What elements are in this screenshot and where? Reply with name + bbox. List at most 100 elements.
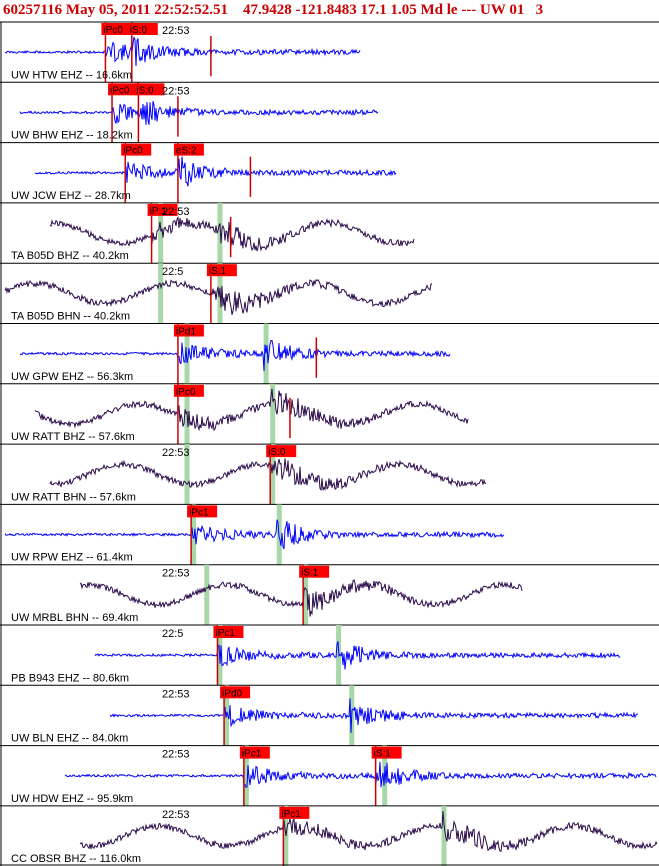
arrival-band [184, 444, 190, 505]
time-label: 22:53 [162, 688, 190, 700]
pick-label: iPc1 [242, 749, 262, 760]
pick-label: iPc0 [103, 25, 123, 36]
time-label: 22:53 [162, 568, 190, 580]
pick-box[interactable] [173, 384, 204, 397]
arrival-band [191, 504, 197, 565]
pick-label: iS:0 [130, 25, 148, 36]
trace-panel: iPc1 22:53 CC OBSR BHZ -- 116.0km [0, 805, 659, 866]
arrival-band [158, 263, 164, 324]
trace-panel: iPc1 iS:1 22:53 UW HDW EHZ -- 95.9km [0, 745, 659, 806]
seismic-trace [4, 519, 505, 550]
time-label: 22:53 [162, 749, 190, 761]
pick-box[interactable] [187, 505, 218, 518]
seismic-trace [34, 388, 469, 432]
arrival-band [217, 202, 223, 264]
station-label: UW BHW EHZ -- 18.2km [11, 130, 133, 142]
pick-label: iPc0 [110, 85, 130, 96]
trace-panel: iS:1 22:5 TA B05D BHN -- 40.2km [0, 262, 659, 324]
pick-box[interactable] [127, 23, 158, 35]
pick-label: iPc1 [215, 628, 235, 639]
pick-box[interactable] [134, 83, 165, 96]
seismic-trace [64, 761, 657, 788]
arrival-band [204, 564, 210, 625]
pick-box[interactable] [108, 83, 139, 96]
trace-panel: iPc0 UW RATT BHZ -- 57.6km [0, 383, 659, 445]
pick-box[interactable] [299, 565, 330, 578]
pick-label: iPc0 [123, 146, 143, 157]
station-label: UW BLN EHZ -- 84.0km [11, 733, 128, 745]
station-label: TA B05D BHZ -- 40.2km [11, 250, 129, 262]
seismic-trace [49, 458, 487, 491]
station-label: PB B943 EHZ -- 80.6km [11, 672, 129, 684]
event-title: 60257116 May 05, 2011 22:52:52.51 [3, 2, 228, 18]
seismic-trace [4, 279, 433, 315]
pick-label: iPc0 [176, 387, 196, 398]
trace-panel: iPd1 UW GPW EHZ -- 56.3km [0, 323, 659, 384]
pick-label: iPc1 [281, 809, 301, 820]
station-label: TA B05D BHN -- 40.2km [11, 311, 130, 323]
pick-label: iS:0 [268, 447, 286, 458]
pick-box[interactable] [147, 203, 178, 216]
station-label: UW MRBL BHN -- 69.4km [11, 612, 138, 624]
trace-panel: iPc0 eS:2 UW JCW EHZ -- 28.7km [0, 142, 659, 203]
seismic-trace [4, 36, 361, 67]
trace-panel: iPc1 UW RPW EHZ -- 61.4km [0, 503, 659, 565]
time-label: 22:5 [162, 266, 183, 278]
station-label: UW RATT BHN -- 57.6km [11, 491, 136, 503]
pick-box[interactable] [173, 143, 204, 156]
station-label: UW RPW EHZ -- 61.4km [11, 552, 133, 564]
pick-box[interactable] [239, 746, 270, 759]
pick-label: iS:1 [301, 568, 319, 579]
arrival-band [270, 383, 276, 445]
pick-box[interactable] [371, 746, 402, 759]
pick-label: iPd0 [222, 688, 242, 699]
time-label: 22:53 [162, 85, 190, 97]
event-location: 47.9428 -121.8483 17.1 1.05 Md le --- UW… [243, 2, 525, 18]
seismic-trace [34, 156, 397, 187]
arrival-band [263, 323, 269, 384]
pick-box[interactable] [279, 806, 310, 819]
arrival-band [243, 745, 249, 806]
pick-box[interactable] [266, 445, 297, 458]
event-header: 60257116 May 05, 2011 22:52:52.51 47.942… [3, 2, 543, 19]
seismic-trace [19, 100, 379, 125]
pick-box[interactable] [206, 264, 237, 277]
trace-panel: iPc0 iS:0 22:53 UW BHW EHZ -- 18.2km [0, 81, 659, 143]
pick-box[interactable] [213, 626, 244, 638]
station-label: UW JCW EHZ -- 28.7km [11, 190, 131, 202]
station-label: UW HTW EHZ -- 16.6km [11, 69, 132, 81]
pick-label: iPc1 [189, 507, 209, 518]
seismic-trace [19, 340, 451, 372]
pick-label: iP:1 [150, 206, 168, 217]
seismic-trace [109, 698, 639, 733]
arrival-band [441, 805, 447, 866]
seismic-trace [79, 811, 658, 852]
pick-label: iS:1 [374, 749, 392, 760]
pick-box[interactable] [101, 23, 132, 35]
station-label: UW HDW EHZ -- 95.9km [11, 793, 133, 805]
time-label: 22:53 [162, 206, 190, 218]
trace-panel: iPd0 22:53 UW BLN EHZ -- 84.0km [0, 684, 659, 746]
pick-box[interactable] [173, 324, 204, 337]
time-label: 22:53 [162, 447, 190, 459]
station-label: CC OBSR BHZ -- 116.0km [11, 853, 141, 865]
arrival-band [158, 202, 164, 264]
event-extra: 3 [535, 2, 544, 18]
pick-label: eS:2 [176, 146, 197, 157]
arrival-band [303, 564, 309, 625]
arrival-band [270, 444, 276, 505]
time-label: 22:53 [162, 25, 190, 37]
trace-panel: iP:122:53 TA B05D BHZ -- 40.2km [0, 202, 659, 264]
trace-panel: iPc1 22:5 PB B943 EHZ -- 80.6km [0, 624, 659, 686]
pick-box[interactable] [220, 686, 251, 699]
trace-panel: iPc0 iS:0 22:53 UW HTW EHZ -- 16.6km [0, 21, 659, 83]
trace-panel: iS:1 22:53 UW MRBL BHN -- 69.4km [0, 564, 659, 625]
trace-panel: iS:0 22:53 UW RATT BHN -- 57.6km [0, 443, 659, 505]
seismic-trace [49, 215, 415, 252]
seismic-trace [79, 579, 523, 617]
seismic-trace [94, 641, 621, 670]
station-label: UW GPW EHZ -- 56.3km [11, 371, 133, 383]
pick-label: iPd1 [176, 327, 196, 338]
pick-box[interactable] [121, 143, 152, 156]
